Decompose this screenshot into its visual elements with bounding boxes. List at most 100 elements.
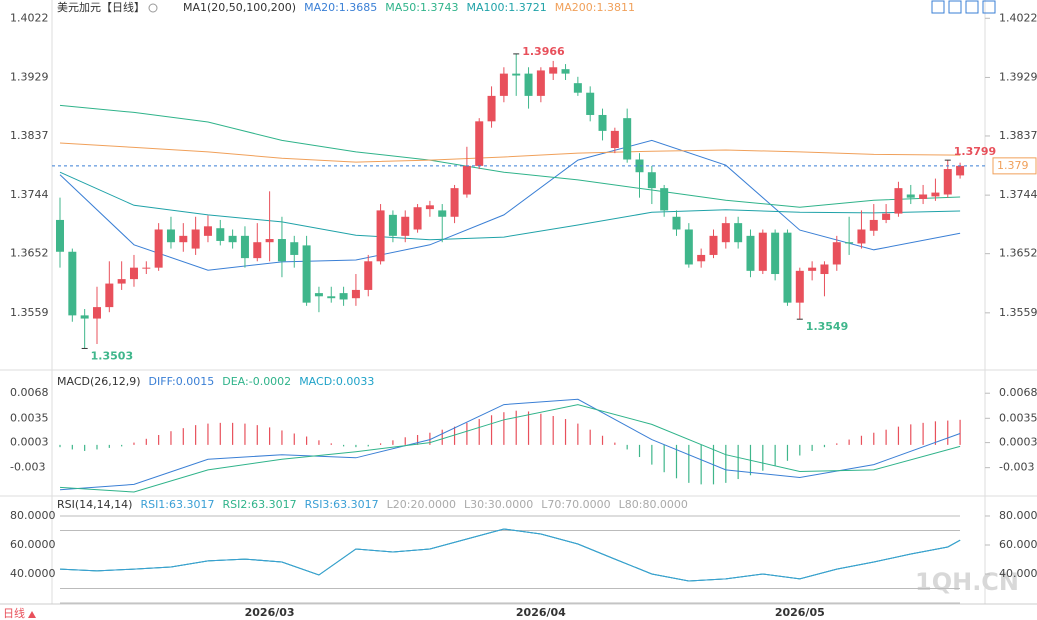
candle-body bbox=[364, 261, 373, 290]
y-tick-label: 1.3652 bbox=[10, 247, 49, 260]
candle-body bbox=[894, 188, 903, 214]
y-tick-label-right: 1.3929 bbox=[999, 70, 1037, 83]
y-tick-label: 1.3837 bbox=[10, 129, 49, 142]
candle-body bbox=[179, 235, 188, 243]
candle-body bbox=[845, 242, 854, 244]
candle-body bbox=[56, 219, 64, 252]
y-tick-label-right: 1.4022 bbox=[999, 11, 1037, 24]
chart-type-button[interactable] bbox=[965, 0, 979, 14]
candle-body bbox=[142, 267, 151, 269]
candle-body bbox=[832, 242, 841, 265]
candle-body bbox=[512, 73, 521, 76]
candle-body bbox=[734, 223, 743, 243]
indicator-label: MA1(20,50,100,200) bbox=[183, 1, 296, 14]
candle-body bbox=[758, 232, 767, 271]
legend-entry: MA100:1.3721 bbox=[467, 1, 547, 14]
candle-body bbox=[943, 169, 952, 195]
settings-button[interactable] bbox=[982, 0, 996, 14]
candle-body bbox=[882, 213, 891, 220]
candle-body bbox=[462, 165, 471, 195]
candle-body bbox=[216, 228, 225, 241]
candle-body bbox=[709, 235, 718, 255]
candle-body bbox=[117, 279, 126, 284]
y-tick-label-right: 80.0000 bbox=[999, 509, 1037, 522]
candle-body bbox=[302, 245, 311, 303]
candle-body bbox=[388, 214, 397, 236]
toolbar[interactable] bbox=[931, 0, 996, 14]
ma-line bbox=[59, 142, 961, 163]
candle-body bbox=[351, 289, 360, 299]
candle-body bbox=[401, 216, 410, 236]
candle-body bbox=[413, 207, 422, 230]
candle-body bbox=[660, 188, 669, 211]
y-tick-label: 1.3559 bbox=[10, 306, 49, 319]
y-tick-label: 1.3744 bbox=[10, 188, 49, 201]
candle-body bbox=[919, 194, 928, 199]
level-label: L20:20.0000 bbox=[387, 498, 456, 511]
watermark: 1QH.CN bbox=[915, 568, 1019, 596]
candle-body bbox=[647, 172, 656, 189]
candle-body bbox=[672, 216, 681, 230]
candle-body bbox=[228, 235, 237, 243]
candle-body bbox=[795, 270, 804, 303]
y-tick-label: 0.0068 bbox=[10, 386, 49, 399]
x-tick-label: 2026/04 bbox=[516, 606, 566, 619]
rsi-line bbox=[59, 528, 961, 582]
candle-body bbox=[869, 219, 878, 231]
y-tick-label-right: 1.3652 bbox=[999, 247, 1037, 260]
y-tick-label: 0.0003 bbox=[10, 436, 49, 449]
y-tick-label-right: 0.0068 bbox=[999, 386, 1037, 399]
annotation-label: 1.3549 bbox=[806, 320, 848, 333]
y-tick-label-right: 1.3744 bbox=[999, 188, 1037, 201]
y-tick-label-right: 0.0003 bbox=[999, 436, 1037, 449]
level-label: L80:80.0000 bbox=[619, 498, 688, 511]
candle-body bbox=[450, 188, 459, 217]
legend-entry: DIFF:0.0015 bbox=[149, 375, 215, 388]
candle-body bbox=[129, 267, 138, 280]
candle-body bbox=[425, 205, 434, 210]
candle-body bbox=[623, 118, 632, 160]
candle-body bbox=[783, 232, 792, 303]
candle-body bbox=[499, 73, 508, 96]
candle-body bbox=[105, 283, 114, 308]
last-price-box bbox=[992, 157, 1037, 175]
zoom-in-button[interactable] bbox=[931, 0, 945, 14]
legend-entry: MA20:1.3685 bbox=[304, 1, 377, 14]
y-tick-label: 40.0000 bbox=[10, 567, 56, 580]
candle-body bbox=[265, 239, 274, 243]
y-tick-label: 0.0035 bbox=[10, 411, 49, 424]
candle-body bbox=[166, 229, 175, 243]
collapse-icon bbox=[148, 3, 158, 13]
annotation-label: 1.3966 bbox=[522, 45, 565, 58]
y-tick-label-right: 60.0000 bbox=[999, 538, 1037, 551]
candle-body bbox=[610, 130, 619, 149]
candle-body bbox=[931, 192, 940, 197]
legend-entry: RSI2:63.3017 bbox=[223, 498, 297, 511]
candle-body bbox=[487, 95, 496, 122]
candle-body bbox=[573, 83, 582, 93]
y-tick-label: 60.0000 bbox=[10, 538, 56, 551]
y-tick-label: 1.3929 bbox=[10, 70, 49, 83]
panel-title: RSI(14,14,14) bbox=[57, 498, 132, 511]
y-tick-label-right: 40.0000 bbox=[999, 567, 1037, 580]
period-arrow[interactable] bbox=[28, 611, 36, 618]
x-tick-label: 2026/03 bbox=[245, 606, 295, 619]
candle-body bbox=[253, 242, 262, 259]
macd-line bbox=[59, 398, 961, 491]
level-label: L30:30.0000 bbox=[464, 498, 533, 511]
candle-body bbox=[203, 226, 212, 236]
candle-body bbox=[92, 307, 101, 319]
candle-body bbox=[68, 251, 77, 316]
y-tick-label-right: 1.3559 bbox=[999, 306, 1037, 319]
zoom-out-button[interactable] bbox=[948, 0, 962, 14]
level-label: L70:70.0000 bbox=[541, 498, 610, 511]
candle-body bbox=[906, 194, 915, 198]
y-tick-label-right: 0.0035 bbox=[999, 411, 1037, 424]
candle-body bbox=[277, 239, 286, 262]
candle-body bbox=[598, 114, 607, 131]
ma-line bbox=[59, 171, 961, 241]
candle-body bbox=[549, 67, 558, 74]
period-label[interactable]: 日线 bbox=[3, 606, 25, 620]
y-tick-label: 1.4022 bbox=[10, 11, 49, 24]
candle-body bbox=[635, 159, 644, 173]
